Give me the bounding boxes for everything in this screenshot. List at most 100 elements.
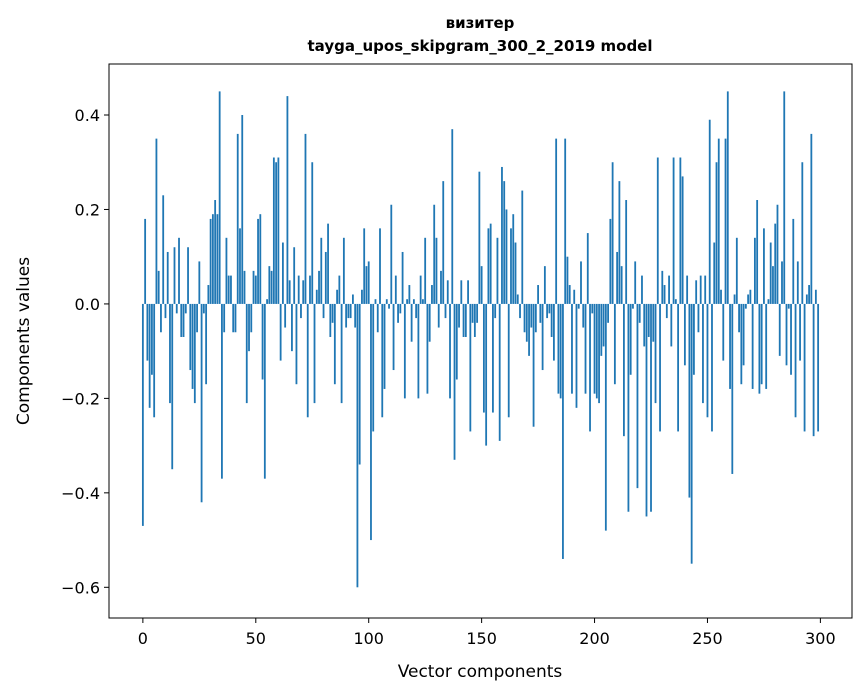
bar-50 xyxy=(254,275,257,304)
bar-12 xyxy=(169,303,171,404)
bar-71 xyxy=(302,280,305,304)
bar-268 xyxy=(747,294,750,304)
bar-92 xyxy=(349,303,352,319)
bar-217 xyxy=(632,303,634,309)
bar-275 xyxy=(763,228,765,304)
bar-223 xyxy=(645,303,648,517)
bar-280 xyxy=(774,223,777,304)
bar-266 xyxy=(742,303,745,366)
bar-5 xyxy=(153,303,156,418)
bar-245 xyxy=(695,280,698,304)
bar-286 xyxy=(787,303,790,309)
bar-139 xyxy=(455,303,458,380)
bar-51 xyxy=(257,218,259,304)
bar-174 xyxy=(534,303,537,333)
bar-236 xyxy=(674,299,677,304)
bar-48 xyxy=(250,303,253,333)
bar-122 xyxy=(417,303,420,399)
bar-188 xyxy=(566,256,569,304)
bar-6 xyxy=(155,138,158,304)
bar-94 xyxy=(354,303,357,328)
bar-262 xyxy=(733,294,736,304)
x-tick-label: 50 xyxy=(246,629,266,648)
bar-134 xyxy=(444,303,447,319)
bar-84 xyxy=(331,303,334,323)
bar-204 xyxy=(602,303,605,347)
bar-7 xyxy=(157,270,160,304)
bar-25 xyxy=(198,261,201,304)
bar-76 xyxy=(313,303,316,404)
bar-31 xyxy=(211,214,214,304)
bar-69 xyxy=(297,275,300,304)
bar-152 xyxy=(485,303,488,446)
bar-99 xyxy=(365,266,368,304)
bar-252 xyxy=(711,303,713,432)
bar-247 xyxy=(699,275,702,304)
bar-151 xyxy=(482,303,485,413)
bar-9 xyxy=(162,195,165,304)
bar-117 xyxy=(406,299,409,304)
bar-264 xyxy=(738,303,740,333)
bar-197 xyxy=(586,233,589,304)
bar-15 xyxy=(175,303,178,314)
bar-269 xyxy=(749,289,752,304)
axes-frame xyxy=(108,63,853,619)
bar-182 xyxy=(552,303,555,361)
bar-159 xyxy=(501,166,503,304)
y-axis-ticks: −0.6 −0.4 −0.2 0.0 0.2 0.4 xyxy=(61,106,109,597)
bar-132 xyxy=(440,270,442,304)
bar-35 xyxy=(221,303,223,479)
bar-277 xyxy=(767,299,770,304)
bar-166 xyxy=(516,294,519,304)
bar-87 xyxy=(338,275,341,304)
bar-251 xyxy=(708,119,711,304)
bar-154 xyxy=(489,223,492,304)
bar-131 xyxy=(437,303,440,328)
bar-121 xyxy=(415,303,418,319)
bar-171 xyxy=(528,303,530,356)
x-tick-label: 250 xyxy=(692,629,723,648)
bar-259 xyxy=(726,91,729,304)
bar-287 xyxy=(790,303,792,375)
x-tick-label: 150 xyxy=(466,629,497,648)
bar-63 xyxy=(284,303,287,328)
bar-195 xyxy=(582,303,585,328)
bar-144 xyxy=(467,280,469,304)
bar-194 xyxy=(580,261,582,304)
bar-229 xyxy=(659,303,661,432)
bar-224 xyxy=(647,303,650,337)
bar-228 xyxy=(656,157,659,304)
bar-258 xyxy=(724,138,727,304)
bar-4 xyxy=(151,303,153,375)
x-tick-label: 100 xyxy=(353,629,384,648)
bar-114 xyxy=(399,303,402,314)
bar-216 xyxy=(629,303,632,375)
bar-218 xyxy=(634,261,637,304)
bar-137 xyxy=(451,129,454,304)
bar-36 xyxy=(223,303,226,333)
y-tick-label: 0.2 xyxy=(75,200,100,219)
bar-115 xyxy=(401,251,404,304)
bar-273 xyxy=(758,303,761,394)
bar-146 xyxy=(471,303,474,323)
y-tick-label: −0.2 xyxy=(61,389,100,408)
bar-83 xyxy=(329,303,332,337)
bar-256 xyxy=(720,289,722,304)
x-tick-label: 0 xyxy=(138,629,148,648)
bar-80 xyxy=(322,303,325,319)
bar-44 xyxy=(241,115,244,304)
bar-248 xyxy=(702,303,704,404)
bar-291 xyxy=(799,303,801,361)
bar-66 xyxy=(291,303,293,352)
bar-242 xyxy=(688,303,691,498)
bar-27 xyxy=(202,303,205,314)
bar-106 xyxy=(381,303,384,418)
bar-11 xyxy=(166,251,169,304)
x-axis-label: Vector components xyxy=(398,662,563,682)
bar-276 xyxy=(765,303,768,389)
bar-112 xyxy=(394,275,397,304)
bar-85 xyxy=(333,303,336,385)
bar-29 xyxy=(207,285,210,304)
bar-82 xyxy=(327,223,329,304)
bar-212 xyxy=(620,266,623,304)
